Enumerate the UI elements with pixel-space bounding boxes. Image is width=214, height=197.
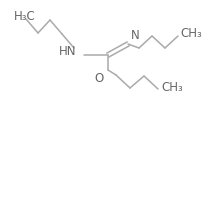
Text: N: N	[131, 29, 140, 42]
Text: H₃C: H₃C	[14, 9, 36, 22]
Text: CH₃: CH₃	[161, 81, 183, 94]
Text: HN: HN	[58, 45, 76, 58]
Text: CH₃: CH₃	[180, 27, 202, 40]
Text: O: O	[95, 72, 104, 85]
